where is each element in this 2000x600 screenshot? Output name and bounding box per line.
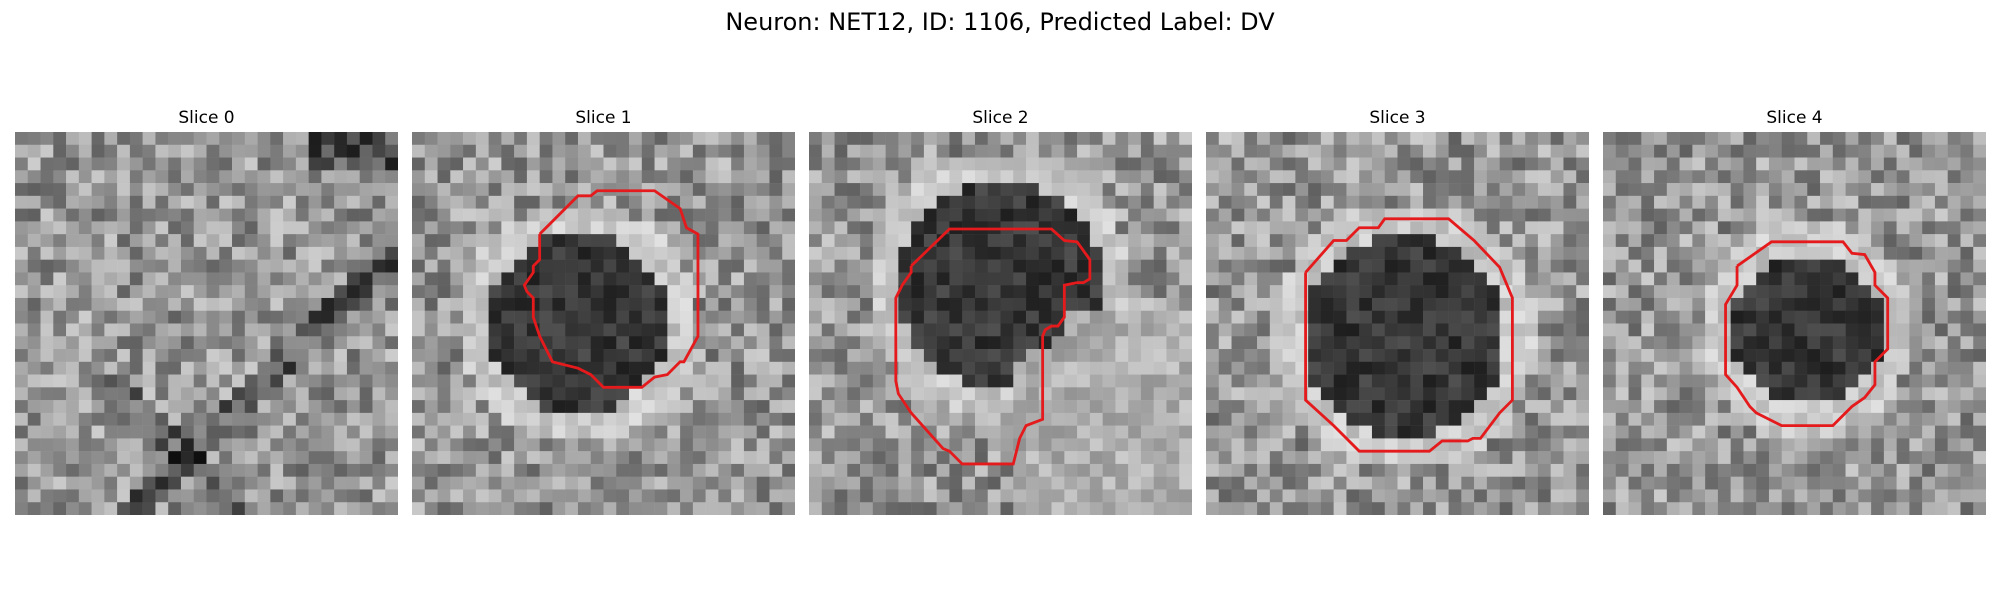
panel-title: Slice 4	[1766, 108, 1823, 128]
panel-slice-2: Slice 2	[809, 104, 1192, 515]
neuron-contour	[1304, 217, 1514, 453]
microscopy-slice-image	[809, 132, 1192, 515]
figure-title: Neuron: NET12, ID: 1106, Predicted Label…	[725, 8, 1275, 36]
neuron-contour	[1724, 240, 1890, 428]
panel-slice-1: Slice 1	[412, 104, 795, 515]
panel-title: Slice 0	[178, 108, 235, 128]
microscopy-slice-image	[1603, 132, 1986, 515]
microscopy-slice-image	[15, 132, 398, 515]
panel-slice-3: Slice 3	[1206, 104, 1589, 515]
panel-slice-0: Slice 0	[15, 104, 398, 515]
neuron-contour	[894, 227, 1092, 466]
neuron-contour	[522, 189, 700, 389]
microscopy-slice-image	[1206, 132, 1589, 515]
panel-title: Slice 1	[575, 108, 632, 128]
panel-title: Slice 2	[972, 108, 1029, 128]
panel-title: Slice 3	[1369, 108, 1426, 128]
panel-slice-4: Slice 4	[1603, 104, 1986, 515]
microscopy-slice-image	[412, 132, 795, 515]
